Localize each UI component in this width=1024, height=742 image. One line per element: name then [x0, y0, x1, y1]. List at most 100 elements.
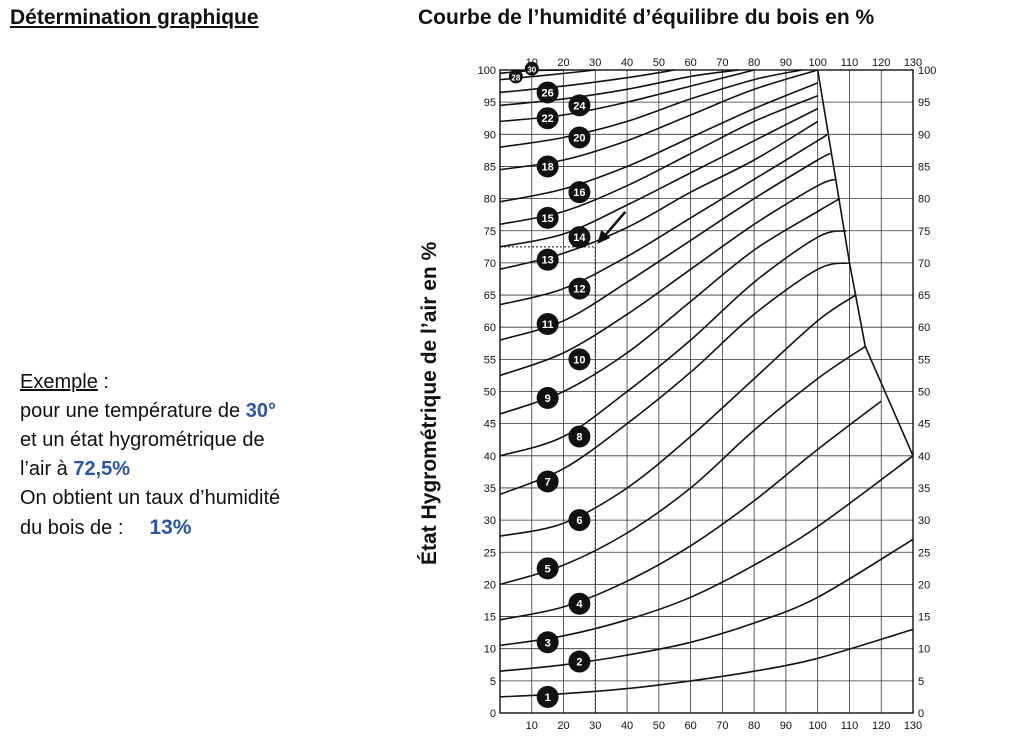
curve-badge-2: [568, 650, 591, 673]
curve-label-4: 4: [576, 599, 583, 611]
curve-badge-20: [568, 126, 591, 149]
curve-label-6: 6: [576, 515, 582, 527]
y-tick-label-left: 90: [484, 129, 496, 141]
example-colon: :: [97, 371, 109, 393]
y-tick-label-right: 30: [918, 515, 930, 527]
example-line-2: et un état hygrométrique de: [20, 429, 265, 451]
example-line-4: On obtient un taux d’humidité: [20, 487, 281, 509]
y-tick-label-right: 5: [918, 676, 924, 688]
curve-badge-22: [536, 107, 559, 130]
curve-label-10: 10: [573, 354, 585, 366]
x-tick-label-bottom: 130: [904, 720, 922, 732]
y-tick-label-left: 30: [484, 515, 496, 527]
curve-badge-14: [568, 226, 591, 249]
curve-label-12: 12: [573, 284, 585, 296]
example-temperature: 30°: [245, 400, 276, 422]
curve-label-28: 28: [511, 73, 520, 82]
x-tick-label-bottom: 120: [872, 720, 890, 732]
y-tick-label-right: 15: [918, 612, 930, 624]
y-tick-label-right: 10: [918, 644, 930, 656]
y-tick-label-left: 35: [484, 483, 496, 495]
y-tick-label-left: 45: [484, 419, 496, 431]
curve-badge-30: [524, 61, 539, 76]
curve-label-22: 22: [542, 113, 554, 125]
example-text-5: du bois de :: [20, 517, 124, 539]
y-tick-label-left: 55: [484, 354, 496, 366]
curve-label-7: 7: [545, 477, 551, 489]
x-tick-label-top: 60: [684, 57, 696, 69]
curve-label-16: 16: [573, 187, 585, 199]
curve-badge-10: [568, 348, 591, 371]
y-tick-label-right: 20: [918, 579, 930, 591]
curve-label-9: 9: [545, 393, 551, 405]
x-tick-label-top: 110: [841, 57, 859, 69]
y-tick-label-left: 5: [490, 676, 496, 688]
curve-badge-28: [508, 69, 523, 84]
curve-badge-5: [536, 557, 559, 580]
x-tick-label-bottom: 30: [589, 720, 601, 732]
plot-frame: [499, 69, 914, 714]
curve-11: [499, 152, 831, 341]
x-tick-label-bottom: 70: [716, 720, 728, 732]
curve-label-26: 26: [542, 88, 554, 100]
y-tick-label-right: 100: [918, 65, 936, 77]
example-humidity: 72,5%: [73, 458, 131, 480]
curve-badge-26: [536, 81, 559, 104]
y-tick-label-left: 70: [484, 258, 496, 270]
curve-badge-7: [536, 470, 559, 493]
example-result: 13%: [149, 516, 192, 539]
curve-badge-24: [568, 94, 591, 117]
curve-label-8: 8: [576, 432, 582, 444]
left-title: Détermination graphique: [10, 6, 259, 29]
curve-badge-8: [568, 425, 591, 448]
x-tick-label-top: 80: [748, 57, 760, 69]
x-tick-label-top: 50: [653, 57, 665, 69]
x-tick-label-top: 40: [621, 57, 633, 69]
curve-24: [499, 69, 739, 107]
chart-title: Courbe de l’humidité d’équilibre du bois…: [418, 6, 875, 29]
x-tick-label-top: 20: [557, 57, 569, 69]
y-tick-label-right: 45: [918, 419, 930, 431]
y-tick-label-left: 60: [484, 322, 496, 334]
curve-1: [499, 628, 914, 698]
y-tick-label-left: 100: [478, 65, 496, 77]
x-tick-label-bottom: 80: [748, 720, 760, 732]
y-tick-label-right: 60: [918, 322, 930, 334]
y-tick-label-left: 65: [484, 290, 496, 302]
curve-label-13: 13: [542, 255, 554, 267]
example-line-1: pour une température de 30°: [20, 397, 400, 426]
y-tick-label-right: 40: [918, 451, 930, 463]
curve-label-24: 24: [573, 100, 586, 112]
curve-badge-6: [568, 509, 591, 532]
y-tick-label-left: 95: [484, 97, 496, 109]
curve-16: [499, 82, 818, 203]
y-tick-label-left: 75: [484, 226, 496, 238]
example-text-3: l’air à: [20, 458, 74, 480]
y-tick-label-left: 85: [484, 161, 496, 173]
y-tick-label-right: 35: [918, 483, 930, 495]
y-tick-label-right: 85: [918, 161, 930, 173]
example-line-3: l’air à 72,5%: [20, 455, 400, 484]
y-tick-label-right: 90: [918, 129, 930, 141]
curve-badge-4: [568, 592, 591, 615]
curve-6: [499, 294, 857, 537]
curve-label-30: 30: [527, 66, 536, 75]
curve-14: [499, 107, 819, 248]
example-block: Exemple : pour une température de 30° et…: [20, 368, 400, 543]
curve-badge-18: [536, 155, 559, 178]
curve-20: [499, 69, 802, 148]
curve-badge-13: [536, 248, 559, 271]
y-tick-label-left: 20: [484, 579, 496, 591]
curve-badge-11: [536, 312, 559, 335]
curve-label-14: 14: [573, 232, 586, 244]
x-tick-label-bottom: 100: [809, 720, 827, 732]
y-tick-label-right: 65: [918, 290, 930, 302]
curve-12: [499, 133, 828, 306]
curve-label-11: 11: [542, 319, 554, 331]
y-tick-label-left: 15: [484, 612, 496, 624]
x-tick-label-bottom: 20: [557, 720, 569, 732]
y-tick-label-left: 25: [484, 547, 496, 559]
x-tick-label-bottom: 40: [621, 720, 633, 732]
y-tick-label-right: 95: [918, 97, 930, 109]
